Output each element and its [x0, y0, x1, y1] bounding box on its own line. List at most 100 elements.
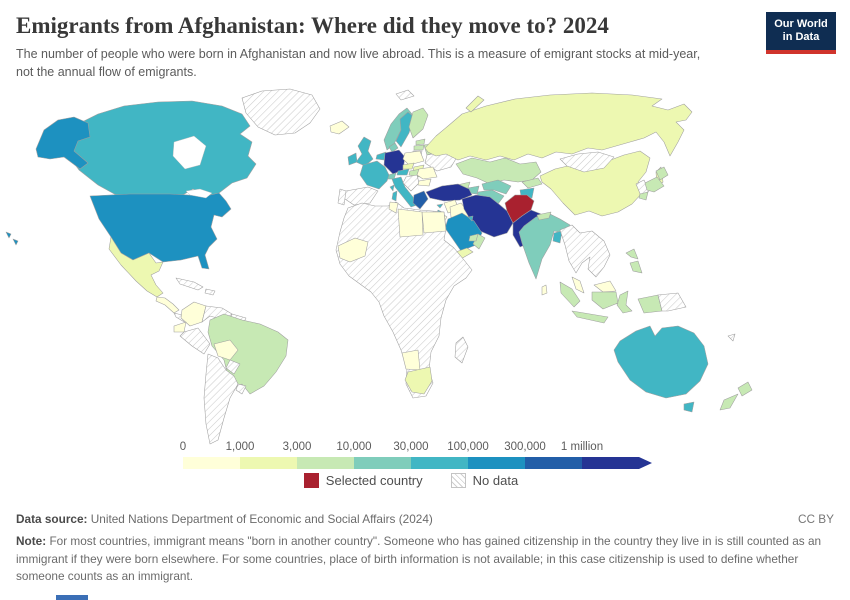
country-uzbekistan[interactable] — [481, 179, 512, 195]
world-map-svg — [5, 88, 753, 445]
country-kuwait[interactable] — [467, 215, 474, 222]
country-ecuador[interactable] — [173, 321, 187, 333]
country-philippines[interactable] — [625, 248, 643, 274]
data-source-line: Data source: United Nations Department o… — [16, 512, 433, 526]
country-poland[interactable] — [402, 150, 425, 166]
country-south-africa[interactable] — [404, 366, 433, 395]
country-japan[interactable] — [638, 166, 669, 201]
country-canada[interactable] — [61, 100, 257, 197]
selected-country-swatch[interactable] — [303, 473, 319, 488]
country-sri-lanka[interactable] — [541, 284, 548, 296]
legend-bin[interactable] — [525, 457, 582, 469]
country-alaska[interactable] — [35, 116, 91, 170]
country-indonesia[interactable] — [559, 281, 663, 324]
country-peru[interactable] — [179, 327, 211, 355]
country-malaysia[interactable] — [571, 276, 617, 294]
legend-tick: 10,000 — [336, 441, 372, 453]
no-data-swatch[interactable] — [450, 473, 466, 488]
legend-tick: 30,000 — [393, 441, 429, 453]
legend-arrow — [639, 457, 652, 469]
country-uruguay[interactable] — [235, 383, 247, 395]
country-australia[interactable] — [613, 325, 709, 413]
country-madagascar[interactable] — [454, 336, 469, 364]
country-tunisia[interactable] — [388, 201, 399, 214]
footnote-label: Note: — [16, 534, 47, 548]
country-west-africa[interactable] — [337, 237, 369, 263]
legend-tick: 300,000 — [504, 441, 546, 453]
country-papua-new-guinea[interactable] — [657, 292, 687, 312]
country-new-caledonia[interactable] — [727, 333, 736, 342]
country-egypt[interactable] — [421, 211, 447, 234]
country-cuba[interactable] — [175, 277, 204, 291]
legend-bin[interactable] — [411, 457, 468, 469]
owid-logo-line1: Our World — [774, 17, 828, 30]
chart-subtitle: The number of people who were born in Af… — [16, 47, 701, 79]
country-libya[interactable] — [397, 208, 424, 238]
license-badge[interactable]: CC BY — [797, 512, 834, 526]
country-czechia[interactable] — [402, 162, 415, 170]
chart-footer: Data source: United Nations Department o… — [16, 512, 834, 586]
country-benelux[interactable] — [375, 151, 387, 161]
country-bangladesh[interactable] — [552, 230, 563, 244]
country-mongolia[interactable] — [559, 151, 615, 173]
country-romania[interactable] — [416, 166, 438, 180]
country-svalbard[interactable] — [395, 89, 415, 101]
country-new-zealand[interactable] — [719, 381, 753, 411]
country-uae[interactable] — [468, 233, 479, 242]
novaya-zemlya[interactable] — [465, 95, 485, 113]
page-title: Emigrants from Afghanistan: Where did th… — [16, 13, 609, 38]
legend-color-bar — [183, 457, 639, 469]
country-portugal[interactable] — [337, 188, 347, 206]
legend-categories: Selected country No data — [183, 473, 639, 488]
country-bulgaria[interactable] — [417, 178, 432, 187]
footnote: Note: For most countries, immigrant mean… — [16, 533, 834, 586]
country-africa-other[interactable] — [335, 201, 473, 399]
country-bolivia[interactable] — [213, 339, 239, 361]
country-france[interactable] — [359, 160, 390, 190]
legend-bin[interactable] — [297, 457, 354, 469]
chart-header: Emigrants from Afghanistan: Where did th… — [0, 0, 850, 82]
owid-logo-line2: in Data — [782, 31, 820, 43]
country-latvia[interactable] — [413, 144, 425, 151]
country-hawaii[interactable] — [5, 231, 19, 246]
country-hispaniola[interactable] — [204, 288, 216, 296]
country-kyrgyzstan[interactable] — [521, 177, 543, 189]
country-namibia[interactable] — [401, 349, 421, 371]
country-sweden[interactable] — [395, 111, 415, 148]
country-denmark[interactable] — [388, 142, 399, 153]
country-mexico[interactable] — [108, 236, 164, 298]
legend-bin[interactable] — [240, 457, 297, 469]
country-finland[interactable] — [408, 107, 429, 139]
hudson-bay — [172, 135, 207, 170]
country-turkey[interactable] — [425, 183, 473, 202]
great-lakes — [185, 188, 213, 199]
legend-bin[interactable] — [183, 457, 240, 469]
country-greenland[interactable] — [241, 88, 321, 136]
country-austria[interactable] — [396, 168, 410, 176]
country-usa[interactable] — [89, 192, 232, 270]
owid-logo[interactable]: Our World in Data — [766, 12, 836, 54]
legend-bin[interactable] — [582, 457, 639, 469]
country-estonia[interactable] — [415, 138, 426, 146]
legend-tick: 1 million — [560, 441, 604, 453]
legend-ticks: 0 1,000 3,000 10,000 30,000 100,000 300,000 1 m… — [179, 440, 663, 457]
country-balkans[interactable] — [402, 174, 420, 192]
country-russia[interactable] — [424, 92, 693, 161]
legend-tick: 0 — [179, 441, 187, 453]
country-cyprus[interactable] — [436, 203, 444, 209]
country-central-america[interactable] — [155, 296, 180, 314]
country-argentina-chile[interactable] — [203, 353, 239, 445]
legend-bin[interactable] — [354, 457, 411, 469]
country-ireland[interactable] — [347, 152, 358, 166]
country-iceland[interactable] — [329, 120, 350, 135]
country-spain[interactable] — [341, 186, 379, 206]
legend-bin[interactable] — [468, 457, 525, 469]
country-paraguay[interactable] — [225, 359, 241, 375]
country-greece[interactable] — [412, 190, 429, 210]
country-indochina[interactable] — [559, 224, 611, 278]
country-nepal[interactable] — [536, 211, 552, 221]
country-united-kingdom[interactable] — [355, 136, 374, 167]
country-kazakhstan[interactable] — [455, 157, 542, 185]
data-source-label: Data source: — [16, 512, 88, 526]
